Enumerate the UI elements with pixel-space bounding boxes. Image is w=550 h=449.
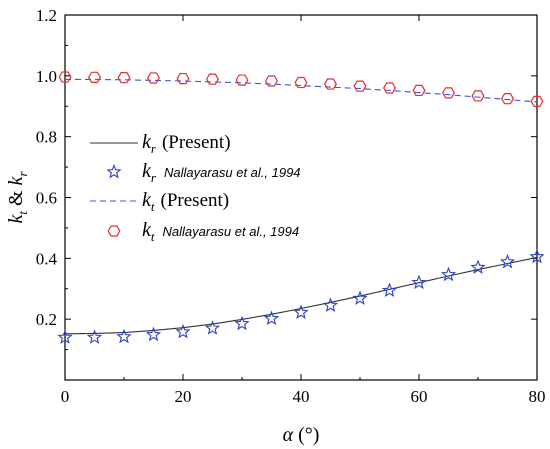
data-point (57, 329, 73, 344)
data-point (58, 71, 72, 83)
legend-entry-0: kr (Present) (90, 131, 231, 156)
legend-label: kt Nallayarasu et al., 1994 (142, 219, 299, 244)
data-point (471, 90, 485, 102)
data-point (529, 248, 545, 264)
data-point (293, 304, 309, 319)
legend: kr (Present) kr Nallayarasu et al., 1994 kt(… (90, 131, 301, 244)
legend-entry-1: kr Nallayarasu et al., 1994 (106, 160, 301, 185)
legend-label: kt (Present) (142, 189, 229, 214)
data-point (294, 76, 308, 89)
data-point (470, 259, 486, 274)
legend-label: kr (Present) (142, 131, 231, 156)
data-point (352, 290, 368, 305)
data-point (324, 78, 337, 90)
y-axis-sub-t: t (15, 211, 30, 215)
data-point (440, 266, 457, 282)
x-axis-unit: (°) (298, 424, 319, 446)
legend-marker (106, 163, 122, 179)
data-point (117, 72, 131, 84)
data-point (175, 323, 191, 339)
data-point (263, 310, 280, 326)
data-point (442, 87, 455, 99)
data-point (234, 315, 250, 331)
series-1 (57, 248, 545, 344)
data-point (501, 93, 514, 105)
data-point (86, 329, 103, 344)
data-point (499, 253, 516, 269)
y-axis-sub-r: r (15, 171, 30, 177)
data-point (411, 274, 427, 290)
y-tick-label: 0.8 (36, 128, 57, 147)
data-point (204, 320, 221, 335)
y-tick-label: 0.6 (36, 189, 57, 208)
x-tick-label: 80 (529, 387, 546, 406)
x-tick-label: 60 (411, 387, 428, 406)
y-axis-title: kt & kr (5, 171, 30, 224)
axis-ticks (64, 14, 538, 380)
series-0 (64, 256, 538, 335)
plot-frame (64, 14, 538, 381)
legend-marker (107, 225, 121, 237)
data-point (265, 75, 278, 87)
tick-labels: 0 20 40 60 80 0.2 0.4 0.6 0.8 1.0 1.2 (36, 6, 546, 406)
data-point (116, 328, 132, 344)
x-axis-title: α (°) (283, 424, 320, 446)
data-point (383, 82, 396, 94)
y-axis-ampersand: & (5, 185, 27, 211)
data-point (145, 326, 162, 342)
data-point (381, 282, 398, 298)
data-point (353, 80, 367, 92)
y-tick-label: 0.4 (36, 249, 58, 268)
data-point (88, 71, 101, 83)
legend-entry-3: kt Nallayarasu et al., 1994 (107, 219, 299, 244)
series-2 (65, 78, 538, 103)
series-layer (57, 71, 545, 344)
x-tick-label: 20 (175, 387, 192, 406)
legend-entry-2: kt (Present) (90, 189, 229, 214)
x-tick-label: 40 (293, 387, 310, 406)
series-3 (58, 71, 544, 108)
y-axis-symbol-k: k (5, 214, 27, 224)
data-point (322, 297, 339, 312)
data-point (530, 95, 544, 108)
series-line (65, 78, 538, 103)
data-point (235, 74, 249, 86)
series-line (64, 256, 538, 335)
legend-label: kr Nallayarasu et al., 1994 (142, 160, 301, 185)
x-axis-symbol: α (283, 424, 294, 446)
y-tick-label: 0.2 (36, 310, 57, 329)
y-axis-symbol-k2: k (5, 175, 27, 185)
data-point (147, 72, 160, 84)
y-tick-label: 1.0 (36, 67, 57, 86)
data-point (176, 72, 190, 85)
x-tick-label: 0 (61, 387, 70, 406)
y-tick-label: 1.2 (36, 6, 57, 25)
data-point (412, 84, 426, 97)
data-point (206, 73, 219, 85)
